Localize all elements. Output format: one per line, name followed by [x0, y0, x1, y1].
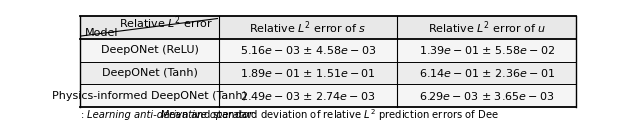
Bar	[80, 16, 576, 39]
Text: Mean and standard deviation of relative $L^2$ prediction errors of Dee: Mean and standard deviation of relative …	[157, 107, 499, 123]
Text: Physics-informed DeepONet (Tanh): Physics-informed DeepONet (Tanh)	[52, 91, 247, 101]
Text: DeepONet (ReLU): DeepONet (ReLU)	[100, 45, 198, 55]
Text: 5.16$e-03$ $\pm$ 4.58$e-03$: 5.16$e-03$ $\pm$ 4.58$e-03$	[240, 45, 376, 56]
Bar	[80, 85, 576, 107]
Text: Model: Model	[85, 28, 118, 38]
Text: Relative $L^2$ error of $s$: Relative $L^2$ error of $s$	[250, 19, 367, 36]
Text: 2.49$e-03$ $\pm$ 2.74$e-03$: 2.49$e-03$ $\pm$ 2.74$e-03$	[241, 90, 376, 102]
Text: Relative $L^2$ error: Relative $L^2$ error	[119, 15, 213, 31]
Text: Relative $L^2$ error of $u$: Relative $L^2$ error of $u$	[428, 19, 546, 36]
Text: DeepONet (Tanh): DeepONet (Tanh)	[102, 68, 197, 78]
Bar	[80, 62, 576, 85]
Bar	[80, 39, 576, 62]
Text: 6.14$e-01$ $\pm$ 2.36$e-01$: 6.14$e-01$ $\pm$ 2.36$e-01$	[419, 67, 555, 79]
Text: Learning anti-derivative operator:: Learning anti-derivative operator:	[87, 110, 256, 120]
Text: 1.89$e-01$ $\pm$ 1.51$e-01$: 1.89$e-01$ $\pm$ 1.51$e-01$	[240, 67, 376, 79]
Text: :: :	[81, 110, 88, 120]
Text: 6.29$e-03$ $\pm$ 3.65$e-03$: 6.29$e-03$ $\pm$ 3.65$e-03$	[419, 90, 554, 102]
Text: 1.39$e-01$ $\pm$ 5.58$e-02$: 1.39$e-01$ $\pm$ 5.58$e-02$	[419, 45, 555, 56]
